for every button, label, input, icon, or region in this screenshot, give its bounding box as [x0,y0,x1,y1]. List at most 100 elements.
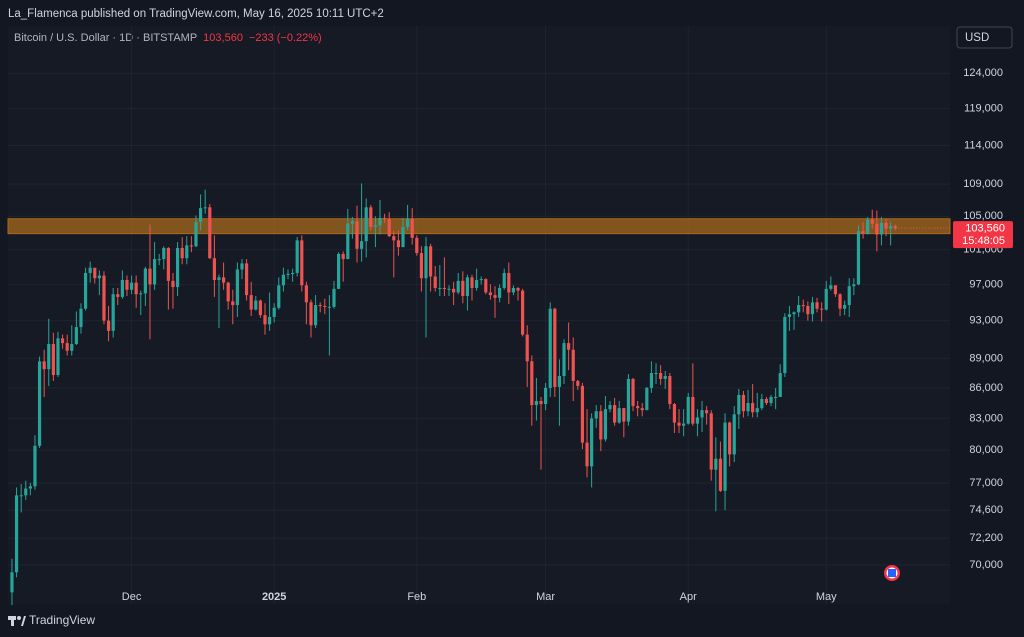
candle-body [700,410,704,418]
candle-body [875,223,879,235]
candle-body [705,410,709,414]
candle-body [553,308,557,387]
candle-body [737,394,741,415]
candle-body [838,294,842,309]
x-tick-label: Apr [680,591,697,603]
candle-body [373,225,377,227]
candle-body [879,222,884,235]
candle-body [801,305,805,307]
candle-body [47,344,51,370]
y-tick-label: 97,000 [969,278,1003,290]
candle-body [364,207,368,242]
candle-body [677,422,681,426]
candle-body [97,275,101,279]
candle-body [732,414,736,455]
candle-body [649,373,654,388]
candle-body [475,279,479,288]
header-change: −233 (−0.22%) [249,32,322,44]
candle-body [106,320,111,331]
candle-body [152,259,157,285]
candle-body [852,284,856,287]
candle-body [774,396,778,398]
candle-body [125,279,129,290]
candle-body [465,277,470,297]
candle-body [617,408,621,423]
candle-body [143,268,147,294]
candle-body [208,207,212,259]
candle-body [226,282,230,302]
y-tick-label: 83,000 [969,412,1003,424]
candle-body [14,495,19,573]
candle-body [111,294,115,331]
currency[interactable]: USD [965,32,989,44]
x-tick-label: May [816,591,837,603]
candle-body [544,387,548,405]
candle-body [856,231,861,285]
candle-body [341,253,345,260]
candle-body [217,277,221,280]
candle-body [470,277,474,288]
candle-body [442,287,447,289]
candle-body [70,344,74,351]
candle-body [102,275,106,321]
candle-body [672,404,677,423]
candle-body [139,293,143,295]
candle-body [456,280,460,293]
candle-body [576,380,580,386]
candle-body [419,253,424,279]
candle-body [429,246,433,277]
candle-body [88,267,92,273]
y-tick-label: 86,000 [969,382,1003,394]
candle-body [19,495,23,497]
candle-body [42,361,46,370]
candle-body [502,272,506,288]
candle-body [824,288,828,310]
candle-body [162,247,166,260]
candle-body [240,263,244,270]
candle-body [392,236,396,241]
candle-body [645,387,649,411]
countdown: 15:48:05 [962,235,1005,247]
symbol: Bitcoin / U.S. Dollar · 1D · BITSTAMP [14,32,197,44]
candle-body [659,373,663,379]
candle-body [221,277,226,283]
candle-body [820,308,824,310]
candle-body [129,282,134,290]
candle-body [778,373,782,397]
candle-body [185,245,189,259]
candle-body [797,305,801,313]
candle-body [507,272,511,293]
candle-body [304,285,308,303]
candle-body [488,292,493,296]
candle-body [567,343,571,350]
candle-body [590,418,594,467]
candle-body [336,253,341,289]
y-tick-label: 119,000 [964,103,1003,115]
currency-box[interactable] [956,26,1013,49]
zone-layer [7,218,951,235]
candle-body [691,396,695,424]
candle-body [332,288,336,307]
candle-body [746,403,750,412]
candle-body [300,240,304,286]
candle-body [525,334,529,362]
published-line: La_Flamenca published on TradingView.com… [8,8,384,20]
y-tick-label: 124,000 [963,67,1003,79]
candle-body [843,305,847,309]
candle-body [406,218,410,227]
header-price: 103,560 [203,32,243,44]
candle-body [783,316,787,374]
candle-body [571,349,575,381]
candle-body [815,302,819,309]
candle-body [718,458,723,491]
candle-body [461,280,465,297]
flag-icon [884,565,900,581]
candle-body [235,269,239,306]
candle-body [295,240,299,273]
x-tick-label: Mar [536,591,555,603]
candle-body [760,398,764,409]
candle-body [189,245,193,247]
candle-body [171,280,175,288]
candle-body [396,240,401,248]
candle-body [401,226,405,248]
